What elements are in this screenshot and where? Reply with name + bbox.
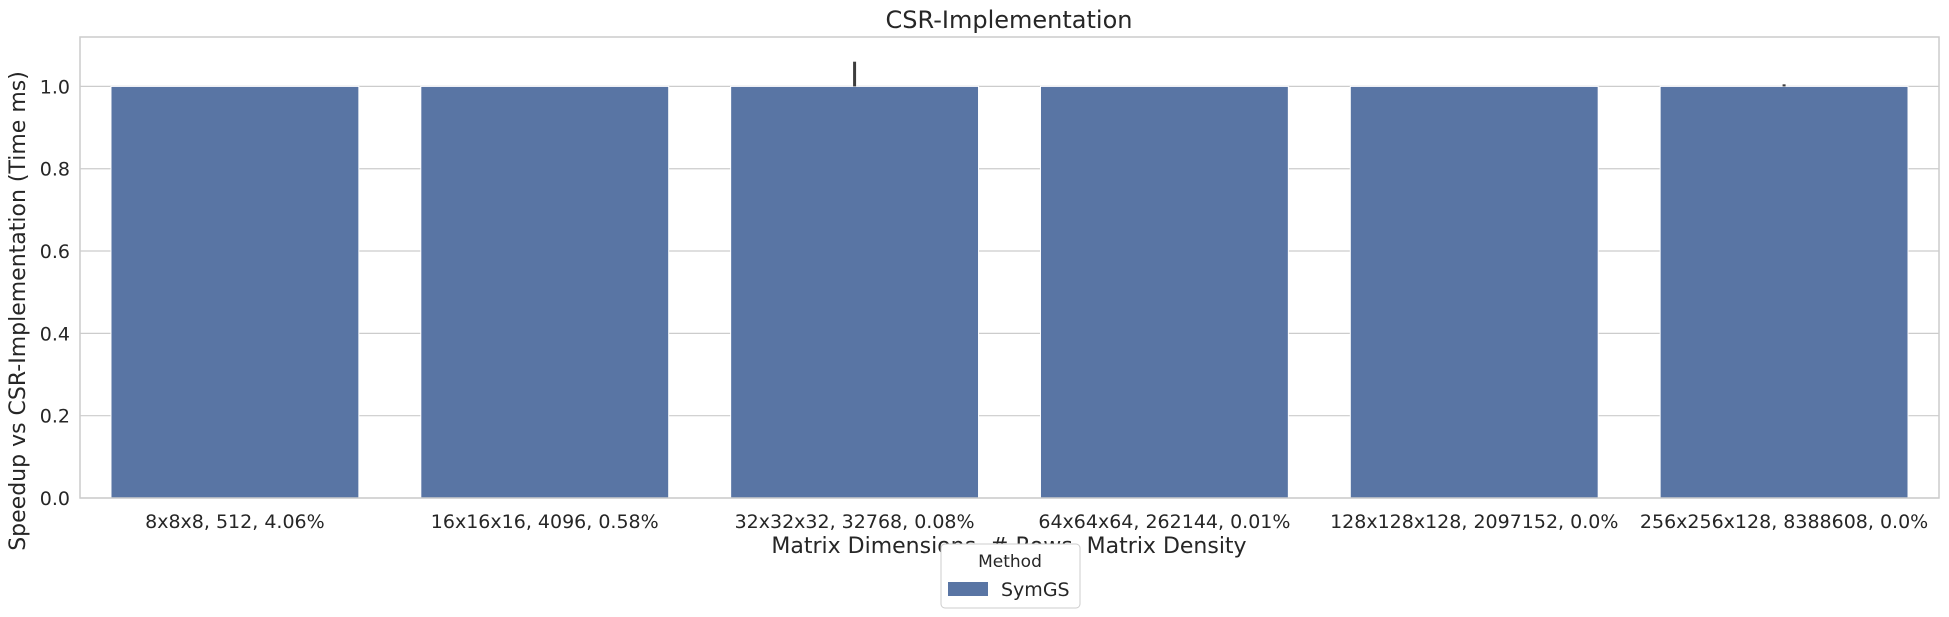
y-tick-label: 0.0 — [40, 488, 70, 510]
chart-title: CSR-Implementation — [886, 6, 1133, 34]
y-axis-label: Speedup vs CSR-Implementation (Time ms) — [6, 71, 31, 551]
y-tick-label: 0.8 — [40, 159, 70, 181]
bar-symgs — [110, 85, 360, 499]
x-tick-label: 8x8x8, 512, 4.06% — [145, 511, 325, 533]
x-tick-label: 64x64x64, 262144, 0.01% — [1038, 511, 1290, 533]
legend: Method SymGS — [940, 543, 1081, 609]
y-tick-labels: 0.0 0.2 0.4 0.6 0.8 1.0 — [40, 76, 70, 510]
x-tick-label: 16x16x16, 4096, 0.58% — [431, 511, 659, 533]
y-tick-label: 0.2 — [40, 406, 70, 428]
x-tick-label: 32x32x32, 32768, 0.08% — [735, 511, 975, 533]
x-tick-label: 128x128x128, 2097152, 0.0% — [1330, 511, 1618, 533]
legend-swatch-symgs — [948, 582, 988, 596]
plot-frame — [79, 36, 1940, 499]
bars — [110, 85, 1909, 499]
bar-symgs — [1349, 85, 1599, 499]
x-tick-labels: 8x8x8, 512, 4.06% 16x16x16, 4096, 0.58% 32… — [145, 511, 1928, 533]
y-tick-label: 0.6 — [40, 241, 70, 263]
bar-symgs — [730, 85, 980, 499]
error-bars — [853, 61, 1786, 87]
bar-symgs — [420, 85, 670, 499]
x-tick-label: 256x256x128, 8388608, 0.0% — [1640, 511, 1928, 533]
bar-symgs — [1659, 85, 1909, 499]
y-tick-label: 0.4 — [40, 323, 70, 345]
y-tick-label: 1.0 — [40, 76, 70, 98]
bar-symgs — [1039, 85, 1289, 499]
legend-label-symgs: SymGS — [1001, 579, 1070, 601]
legend-title: Method — [978, 552, 1042, 572]
